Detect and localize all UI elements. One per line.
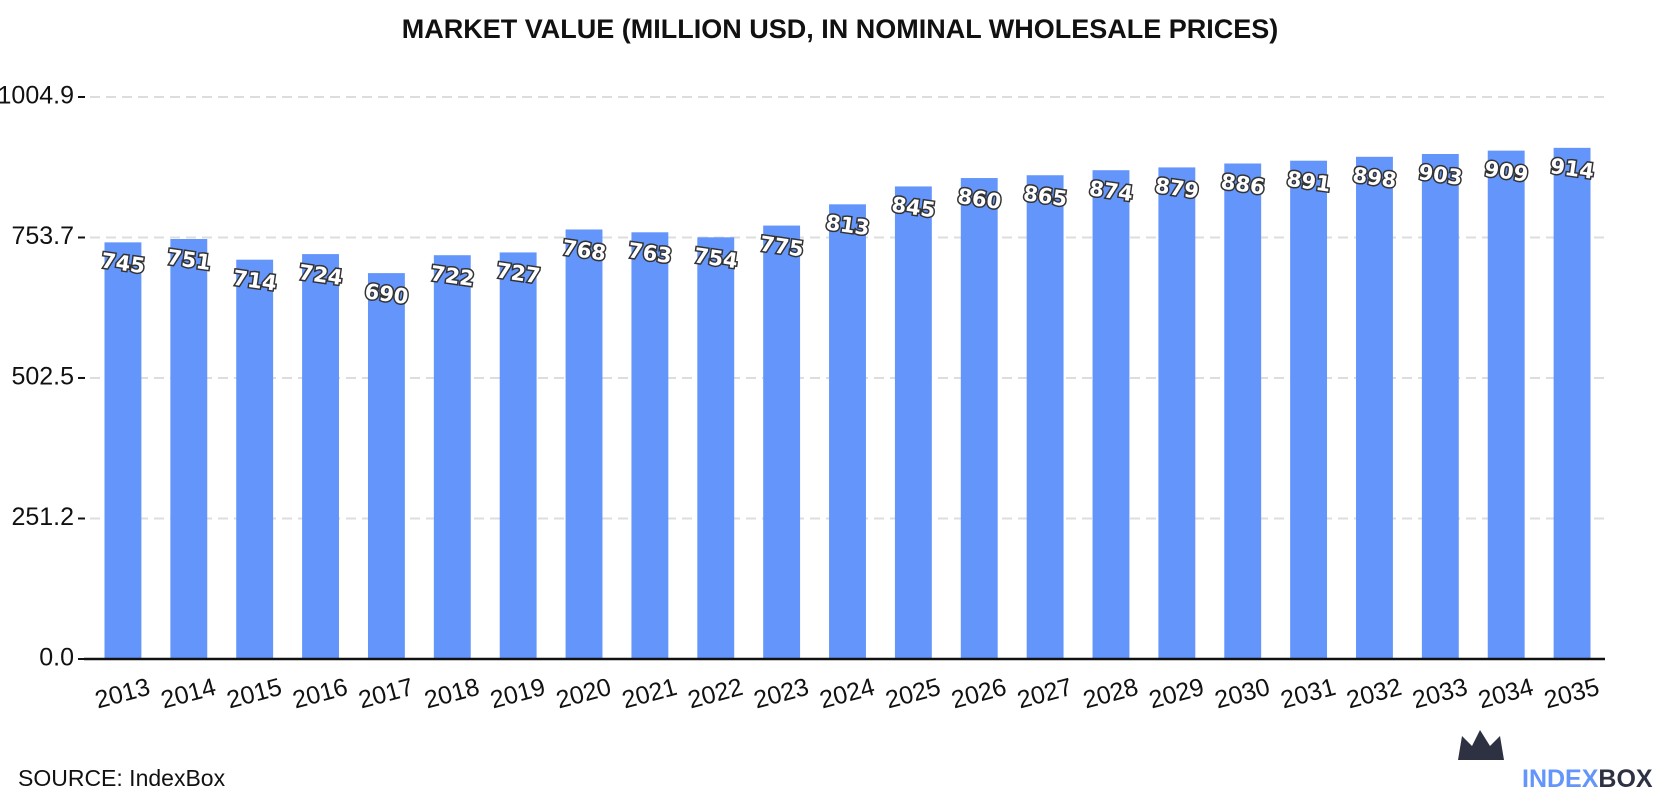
bar: [631, 232, 669, 659]
x-tick-label: 2023: [751, 673, 812, 714]
y-tick-label: 753.7: [11, 222, 74, 250]
value-label: 727: [495, 258, 542, 288]
bar: [302, 254, 339, 660]
bar: [960, 178, 998, 659]
x-tick-label: 2030: [1212, 673, 1273, 714]
x-tick-label: 2021: [619, 673, 680, 714]
x-tick-label: 2029: [1146, 673, 1207, 714]
x-tick-label: 2020: [553, 673, 614, 714]
x-tick-label: 2018: [421, 673, 482, 714]
x-tick-label: 2022: [685, 673, 746, 714]
logo-icon: [1458, 730, 1504, 760]
x-tick-label: 2016: [290, 673, 351, 714]
x-tick-label: 2024: [817, 673, 878, 714]
bar: [1026, 175, 1064, 659]
bar: [565, 229, 603, 660]
x-tick-label: 2035: [1541, 673, 1602, 714]
logo-right: BOX: [1598, 765, 1653, 793]
bar: [433, 255, 471, 660]
logo-text: INDEXBOX: [1522, 765, 1653, 793]
bar: [829, 204, 866, 659]
bar: [1487, 150, 1525, 659]
x-tick-label: 2015: [224, 673, 285, 714]
x-tick-label: 2017: [356, 673, 417, 714]
bar: [236, 259, 274, 659]
bar: [1158, 167, 1196, 660]
value-label: 751: [166, 245, 213, 275]
bar: [1224, 163, 1262, 659]
bar: [1421, 153, 1459, 659]
bar: [697, 237, 735, 659]
x-tick-label: 2025: [883, 673, 944, 714]
logo-left: INDEX: [1522, 765, 1599, 793]
x-tick-label: 2014: [158, 673, 219, 714]
source: SOURCE: IndexBox: [18, 765, 226, 791]
x-tick-label: 2019: [487, 673, 548, 714]
x-tick-label: 2026: [948, 673, 1009, 714]
x-tick-label: 2033: [1409, 673, 1470, 714]
y-tick-label: 502.5: [11, 363, 74, 391]
bar: [763, 225, 801, 659]
x-tick-label: 2013: [92, 673, 153, 714]
chart-title: MARKET VALUE (MILLION USD, IN NOMINAL WH…: [402, 14, 1279, 44]
bar: [894, 186, 932, 660]
x-tick-label: 2028: [1080, 673, 1141, 714]
y-tick-label: 0.0: [39, 644, 74, 672]
x-tick-label: 2034: [1475, 673, 1536, 714]
bar: [367, 273, 405, 659]
x-tick-label: 2027: [1014, 673, 1075, 714]
bar: [1553, 147, 1591, 659]
bar: [1356, 156, 1393, 659]
bar: [104, 242, 142, 660]
bar: [1290, 160, 1328, 659]
value-label: 754: [693, 243, 740, 273]
y-tick-label: 1004.9: [0, 82, 74, 110]
logo: INDEXBOX: [1458, 730, 1653, 793]
bar: [1092, 170, 1130, 659]
x-tick-label: 2032: [1344, 673, 1405, 714]
bar: [170, 238, 208, 659]
bar: [499, 252, 537, 659]
y-tick-label: 251.2: [11, 503, 74, 531]
x-tick-label: 2031: [1278, 673, 1339, 714]
